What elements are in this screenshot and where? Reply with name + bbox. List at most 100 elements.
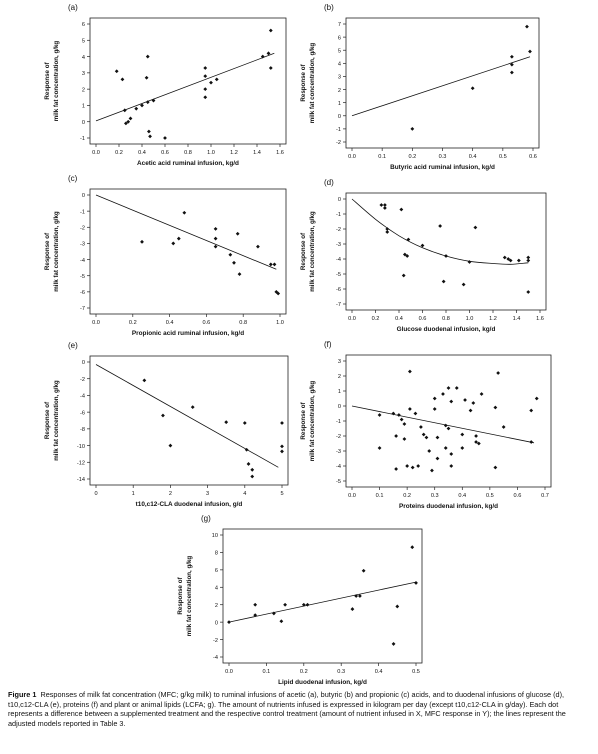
data-point — [114, 69, 119, 74]
data-point — [279, 619, 284, 624]
y-tick-label: 0 — [82, 360, 85, 366]
plot-frame — [89, 355, 289, 486]
x-tick-label: 0.2 — [115, 150, 123, 156]
data-point — [171, 241, 176, 246]
data-point — [421, 432, 426, 437]
data-point — [516, 258, 521, 263]
x-tick-label: 0.4 — [469, 154, 477, 160]
y-axis-label-line2: milk fat concentration, g/kg — [53, 211, 60, 292]
x-tick-label: 0.2 — [300, 669, 308, 675]
y-tick-label: -2 — [336, 434, 341, 440]
x-axis-label: t10,c12-CLA duodenal infusion, g/d — [136, 501, 243, 508]
panel-label: (a) — [68, 3, 78, 12]
data-point — [391, 642, 396, 646]
caption-text: Responses of milk fat concentration (MFC… — [8, 690, 566, 728]
x-tick-label: 2 — [169, 491, 172, 497]
data-point — [405, 464, 410, 468]
data-point — [256, 244, 260, 249]
x-tick-label: 0.6 — [529, 154, 537, 160]
data-point — [253, 602, 258, 607]
x-tick-label: 4 — [243, 491, 246, 497]
data-point — [232, 260, 236, 265]
data-point — [276, 291, 281, 296]
x-tick-label: 0.4 — [138, 150, 146, 156]
data-point — [228, 252, 233, 257]
x-tick-label: 0.2 — [129, 320, 137, 326]
data-point — [406, 237, 411, 242]
x-tick-label: 0.1 — [376, 493, 384, 499]
fitted-line — [228, 581, 417, 623]
x-tick-label: 0.8 — [184, 150, 192, 156]
y-tick-label: -8 — [80, 427, 85, 433]
y-tick-label: 0 — [82, 193, 85, 199]
data-point — [399, 417, 404, 422]
data-point — [454, 386, 459, 390]
data-point — [413, 411, 418, 416]
data-point — [361, 568, 366, 573]
y-tick-label: -12 — [77, 460, 85, 466]
y-tick-label: 0 — [338, 404, 341, 410]
data-point — [435, 456, 440, 461]
y-tick-label: -6 — [80, 410, 85, 416]
y-tick-label: 4 — [82, 55, 85, 61]
y-tick-label: 3 — [82, 71, 85, 77]
data-point — [182, 210, 187, 215]
y-tick-label: 4 — [215, 585, 218, 591]
panel-label: (d) — [324, 178, 334, 187]
chart-panel-f: (f) -5 -4 -3 -2 -1 0 1 2 3 0.0 0.1 0.2 0.3 0.4 0.5 0.6 0.… — [300, 340, 552, 510]
y-tick-label: -2 — [213, 638, 218, 644]
data-point — [140, 239, 144, 244]
y-tick-label: 8 — [215, 551, 218, 557]
y-tick-label: -4 — [336, 464, 341, 470]
data-point — [272, 262, 277, 267]
fitted-line — [351, 405, 535, 444]
data-point — [224, 420, 229, 425]
y-tick-label: 10 — [212, 533, 218, 539]
data-point — [441, 279, 446, 284]
y-tick-label: -10 — [77, 444, 85, 450]
x-tick-label: 0.6 — [419, 316, 427, 322]
data-point — [147, 129, 151, 134]
x-tick-label: 1.4 — [513, 316, 521, 322]
x-tick-label: 0.8 — [442, 316, 450, 322]
data-point — [280, 444, 284, 449]
data-point — [461, 282, 466, 287]
y-tick-label: 2 — [338, 374, 341, 380]
data-point — [493, 405, 498, 410]
data-point — [449, 452, 454, 456]
chart-panel-d: (d) -7 -6 -5 -4 -3 -2 -1 0 0.0 0.2 0.4 0.6 0.8 1.0 1.2 1… — [300, 178, 547, 333]
data-point — [432, 396, 437, 401]
data-point — [414, 581, 418, 585]
data-point — [358, 594, 362, 598]
data-point — [242, 421, 247, 425]
data-point — [449, 399, 454, 404]
data-point — [526, 258, 531, 263]
y-axis-label-line2: milk fat concentration, g/kg — [186, 556, 193, 637]
panel-label: (c) — [68, 174, 78, 183]
data-point — [410, 545, 415, 550]
x-tick-label: 0.1 — [263, 669, 271, 675]
data-point — [203, 87, 208, 92]
data-point — [268, 66, 273, 70]
data-point — [479, 392, 484, 396]
y-tick-label: -4 — [336, 257, 341, 263]
data-point — [408, 407, 412, 411]
data-point — [441, 392, 445, 396]
data-point — [383, 206, 387, 210]
data-point — [213, 244, 218, 249]
data-point — [253, 613, 258, 618]
y-tick-label: 6 — [215, 568, 218, 574]
y-axis-label-line2: milk fat concentration, g/kg — [53, 380, 60, 461]
x-tick-label: 1.4 — [253, 150, 261, 156]
data-point — [419, 425, 423, 429]
data-point — [405, 254, 410, 258]
data-point — [283, 602, 287, 607]
data-point — [128, 116, 133, 121]
x-tick-label: 3 — [206, 491, 209, 497]
data-point — [502, 255, 507, 260]
y-tick-label: 0 — [338, 197, 341, 203]
x-tick-label: 0.5 — [412, 669, 420, 675]
data-point — [250, 467, 255, 472]
data-point — [529, 440, 534, 444]
x-tick-label: 1.0 — [466, 316, 474, 322]
